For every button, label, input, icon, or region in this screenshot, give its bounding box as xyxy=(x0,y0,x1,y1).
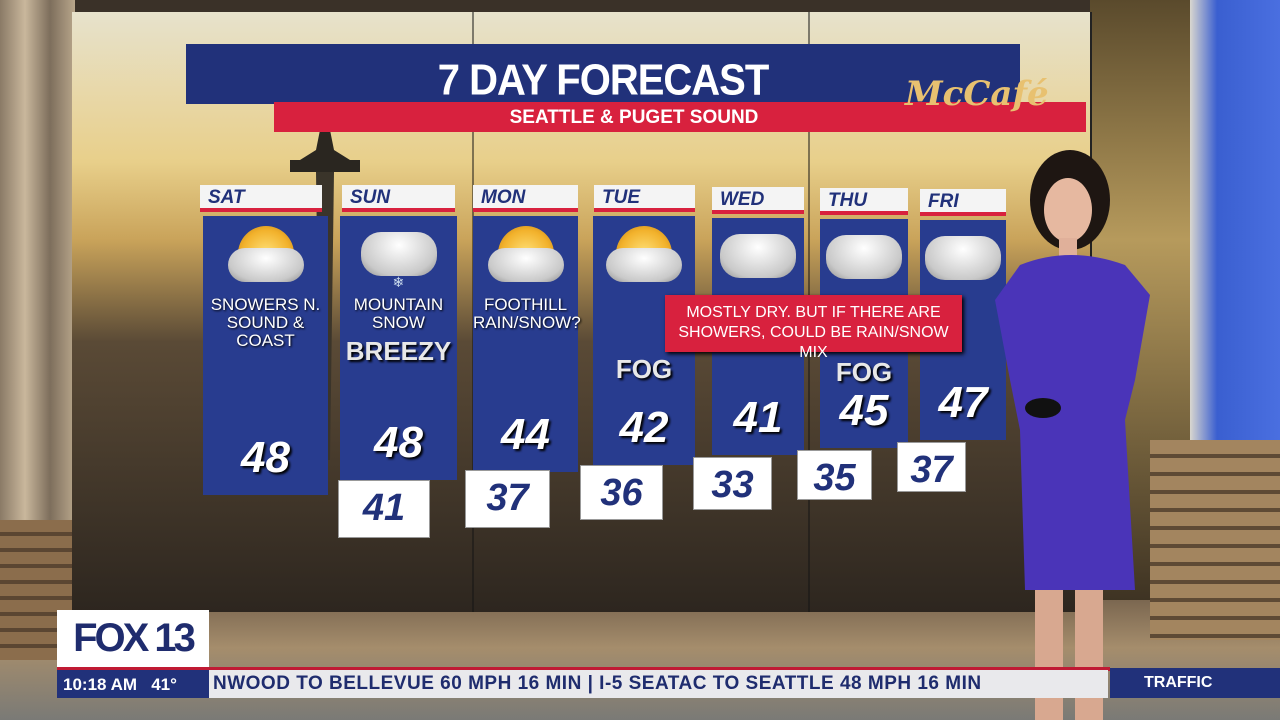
forecast-title: 7 DAY FORECAST xyxy=(437,55,770,105)
condition-text: SNOWERS N. SOUND & COAST xyxy=(210,295,321,350)
low-temp: 33 xyxy=(693,457,772,510)
cloud-shape xyxy=(826,235,902,279)
cloud-shape xyxy=(606,248,682,282)
studio-panel xyxy=(1190,0,1280,460)
cloud-shape xyxy=(227,248,304,282)
low-temp: 35 xyxy=(797,450,872,500)
day-card: FOOTHILL RAIN/SNOW? 44 xyxy=(473,216,581,472)
day-card: 47 xyxy=(920,220,1006,440)
low-temp: 41 xyxy=(338,480,430,538)
sponsor-logo: McCafé xyxy=(905,74,1049,114)
day-header: WED xyxy=(712,187,804,214)
cloud-shape xyxy=(360,232,437,276)
cloud-shape xyxy=(487,248,564,282)
cloud-icon xyxy=(822,229,906,287)
title-banner xyxy=(186,44,1020,104)
day-header: MON xyxy=(473,185,578,212)
low-temp: 37 xyxy=(465,470,550,528)
clock: 10:18 AM xyxy=(63,675,138,694)
high-temp: 48 xyxy=(241,433,290,482)
time-temp: 10:18 AM 41° xyxy=(57,670,209,698)
forecast-subtitle: SEATTLE & PUGET SOUND xyxy=(509,107,759,128)
condition-text: MOUNTAIN SNOW xyxy=(353,295,444,332)
day-card: FOG 42 xyxy=(593,216,695,465)
meteorologist xyxy=(995,150,1150,720)
subtitle-banner xyxy=(274,102,1086,132)
partly-sunny-icon xyxy=(224,226,308,284)
day-card: SNOWERS N. SOUND & COAST 48 xyxy=(203,216,328,495)
day-header: SUN xyxy=(342,185,455,212)
day-header: SAT xyxy=(200,185,322,212)
high-temp: 48 xyxy=(374,418,423,467)
cloud-icon xyxy=(921,230,1005,288)
ticker-segment-label: TRAFFIC xyxy=(1110,668,1280,698)
cloud-shape xyxy=(925,236,1001,280)
partly-sunny-icon xyxy=(602,226,686,284)
condition-tag: FOG xyxy=(835,357,893,387)
condition-tag: FOG xyxy=(615,354,673,384)
studio-floor xyxy=(0,600,1280,720)
ticker-accent xyxy=(57,667,1110,671)
ticker-crawl: NWOOD TO BELLEVUE 60 MPH 16 MIN | I-5 SE… xyxy=(209,670,1108,698)
condition-tag: BREEZY xyxy=(345,336,452,366)
cloud-shape xyxy=(720,234,796,278)
forecast-note: MOSTLY DRY. BUT IF THERE ARE SHOWERS, CO… xyxy=(665,295,962,361)
day-header: TUE xyxy=(594,185,695,212)
stone-wall-right xyxy=(1150,440,1280,640)
snowflake-shape: ❄ xyxy=(392,274,405,290)
day-header: FRI xyxy=(920,189,1006,216)
high-temp: 45 xyxy=(839,386,889,435)
partly-sunny-icon xyxy=(484,226,568,284)
snow-cloud-icon: ❄ xyxy=(357,226,441,290)
high-temp: 41 xyxy=(733,393,783,442)
high-temp: 47 xyxy=(938,378,988,427)
low-temp: 37 xyxy=(897,442,966,492)
day-header: THU xyxy=(820,188,908,215)
day-card: ❄ MOUNTAIN SNOW BREEZY 48 xyxy=(340,216,457,480)
high-temp: 44 xyxy=(501,410,550,459)
condition-text: FOOTHILL RAIN/SNOW? xyxy=(473,295,581,332)
studio-wall xyxy=(0,0,75,520)
high-temp: 42 xyxy=(619,403,669,452)
cloud-icon xyxy=(716,228,800,286)
low-temp: 36 xyxy=(580,465,663,520)
current-temp: 41° xyxy=(151,675,177,694)
station-logo: FOX 13 xyxy=(57,610,209,668)
